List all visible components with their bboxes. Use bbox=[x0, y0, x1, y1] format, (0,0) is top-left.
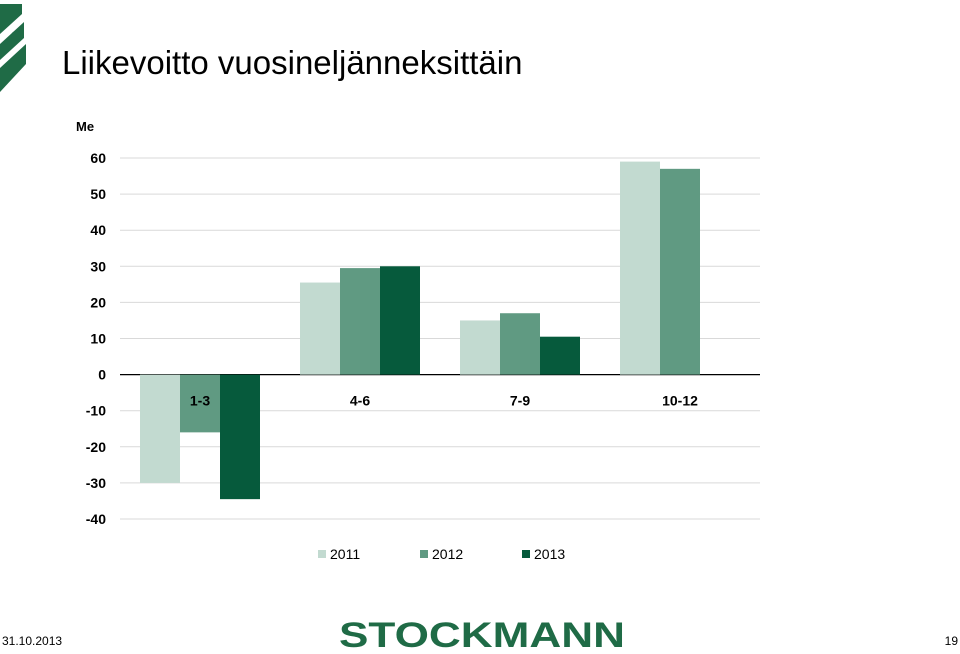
svg-text:STOCKMANN: STOCKMANN bbox=[339, 616, 625, 654]
bar-2011-1-3 bbox=[140, 374, 180, 483]
bar-2011-10-12 bbox=[620, 161, 660, 375]
y-tick-label: -10 bbox=[86, 403, 106, 419]
stockmann-logo-icon bbox=[0, 4, 26, 92]
bar-2012-7-9 bbox=[500, 313, 540, 375]
bar-2012-10-12 bbox=[660, 168, 700, 375]
x-tick-label: 4-6 bbox=[350, 393, 370, 409]
y-tick-label: 60 bbox=[90, 150, 106, 166]
y-tick-label: 10 bbox=[90, 331, 106, 347]
bar-2012-1-3 bbox=[180, 374, 220, 433]
page-title: Liikevoitto vuosineljänneksittäin bbox=[62, 44, 523, 81]
x-tick-label: 10-12 bbox=[662, 393, 698, 409]
y-tick-label: -40 bbox=[86, 511, 106, 527]
x-tick-label: 1-3 bbox=[190, 393, 210, 409]
bar-2011-7-9 bbox=[460, 320, 500, 375]
slide-date: 31.10.2013 bbox=[2, 634, 63, 648]
legend-swatch-2011 bbox=[318, 550, 326, 558]
x-tick-label: 7-9 bbox=[510, 393, 530, 409]
stockmann-wordmark: STOCKMANN bbox=[339, 616, 625, 654]
legend-label-2012: 2012 bbox=[432, 546, 463, 562]
bar-2013-1-3 bbox=[220, 374, 260, 500]
legend-label-2011: 2011 bbox=[330, 546, 360, 562]
y-tick-label: -30 bbox=[86, 475, 106, 491]
y-tick-label: 20 bbox=[90, 294, 106, 310]
page-number: 19 bbox=[944, 634, 958, 648]
y-tick-label: 40 bbox=[90, 222, 106, 238]
y-tick-label: 30 bbox=[90, 258, 106, 274]
bar-2012-4-6 bbox=[340, 268, 380, 375]
y-tick-label: 50 bbox=[90, 186, 106, 202]
bar-2011-4-6 bbox=[300, 282, 340, 375]
legend-swatch-2012 bbox=[420, 550, 428, 558]
bar-2013-7-9 bbox=[540, 336, 580, 375]
y-tick-label: -20 bbox=[86, 439, 106, 455]
y-axis-label: Me bbox=[76, 119, 94, 134]
legend-swatch-2013 bbox=[522, 550, 530, 558]
legend-label-2013: 2013 bbox=[534, 546, 565, 562]
bar-2013-4-6 bbox=[380, 266, 420, 375]
y-tick-label: 0 bbox=[98, 367, 106, 383]
